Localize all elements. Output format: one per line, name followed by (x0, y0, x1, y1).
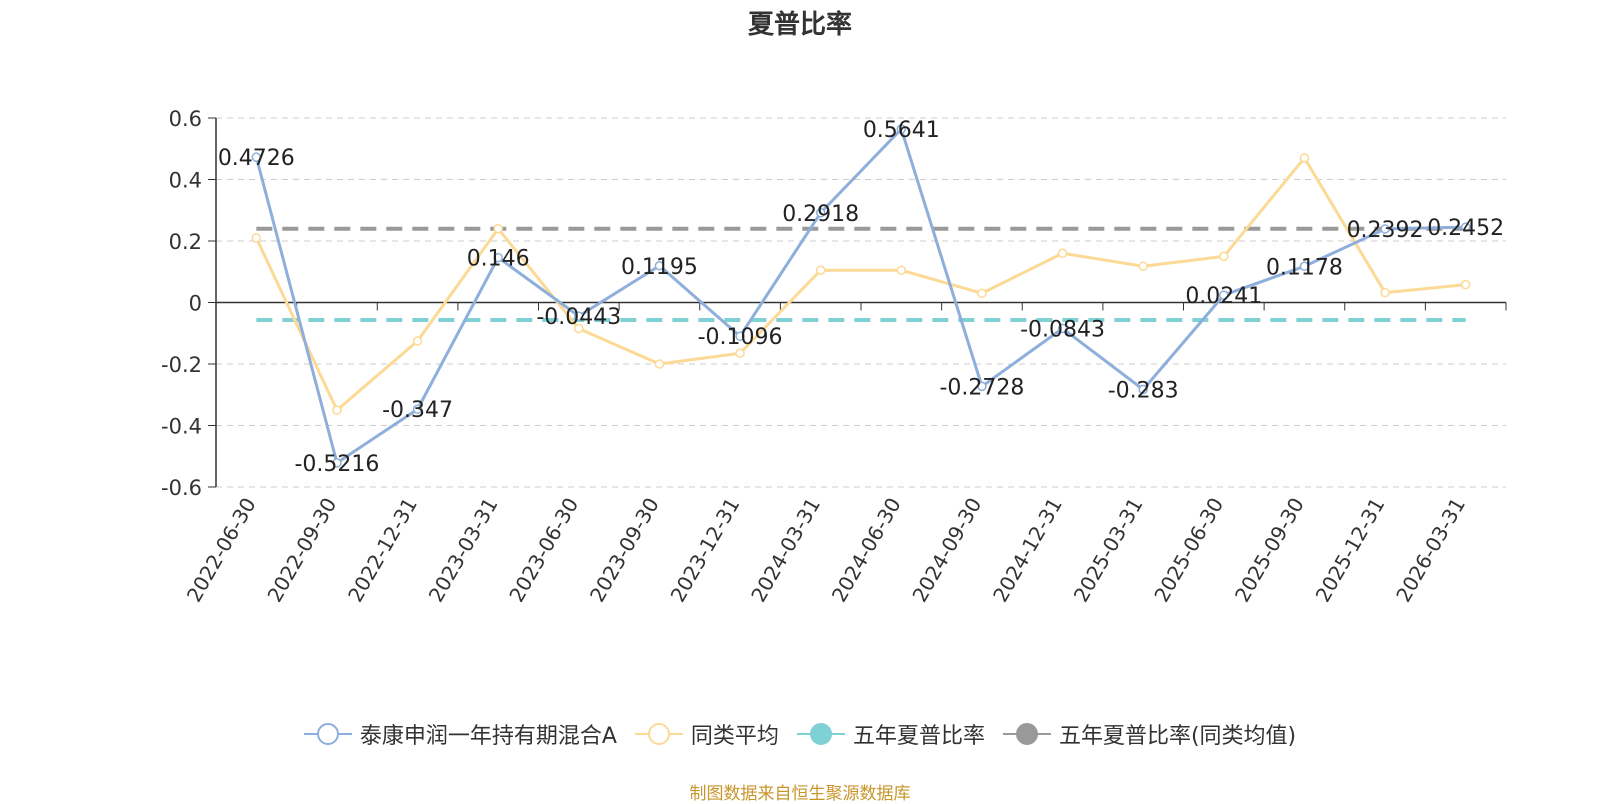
filled-circle-icon (796, 723, 845, 745)
data-label: -0.5216 (294, 452, 379, 477)
legend-item-0[interactable]: 泰康申润一年持有期混合A (303, 718, 617, 750)
y-tick-label: 0 (189, 292, 202, 316)
legend: 泰康申润一年持有期混合A 同类平均 五年夏普比率 五年夏普比率(同类均值) (0, 718, 1600, 750)
x-tick-label: 2024-09-30 (907, 494, 986, 607)
data-point (654, 359, 665, 369)
data-point (1057, 248, 1068, 259)
data-label: 0.146 (467, 247, 530, 272)
data-label: 0.2918 (782, 202, 859, 227)
x-tick-label: 2024-06-30 (827, 494, 906, 607)
y-tick-label: -0.2 (161, 353, 202, 377)
data-point (251, 152, 262, 162)
x-tick-label: 2024-12-31 (988, 494, 1067, 607)
data-point (1219, 251, 1229, 262)
x-tick-label: 2023-12-31 (665, 494, 744, 607)
data-label: 0.1178 (1266, 255, 1343, 280)
data-label: -0.347 (382, 398, 453, 423)
x-tick-label: 2025-09-30 (1230, 494, 1309, 607)
y-tick-label: 0.4 (169, 169, 202, 193)
data-point (1299, 153, 1310, 163)
data-point (896, 124, 907, 134)
legend-item-1[interactable]: 同类平均 (634, 718, 779, 750)
data-label: -0.0443 (536, 305, 621, 330)
x-tick-label: 2025-12-31 (1310, 494, 1389, 607)
chart-title: 夏普比率 (747, 10, 852, 40)
series-line-1 (254, 156, 1466, 412)
data-point (332, 458, 342, 468)
x-tick-label: 2024-03-31 (746, 494, 825, 607)
series-line-0 (254, 127, 1466, 465)
data-label: -0.0843 (1020, 317, 1105, 342)
y-tick-label: -0.4 (161, 415, 202, 439)
data-point (332, 405, 342, 415)
data-point (735, 348, 745, 358)
data-label: 0.2452 (1427, 216, 1504, 241)
data-point (1138, 384, 1148, 395)
data-point (412, 404, 423, 414)
data-point (735, 331, 745, 341)
y-tick-label: 0.2 (169, 230, 202, 254)
legend-label: 同类平均 (690, 724, 779, 749)
data-point (896, 265, 907, 275)
x-tick-label: 2022-12-31 (343, 494, 422, 607)
data-point (654, 261, 665, 271)
data-point (815, 208, 826, 218)
x-tick-label: 2025-06-30 (1149, 494, 1228, 607)
data-point (1138, 261, 1148, 271)
data-label: 0.4726 (218, 146, 295, 171)
data-point (1460, 279, 1471, 290)
x-tick-label: 2022-09-30 (262, 494, 341, 607)
data-label: 0.1195 (621, 255, 698, 280)
hollow-circle-icon (634, 723, 683, 745)
data-label: 0.0241 (1185, 284, 1262, 309)
x-tick-label: 2026-03-31 (1391, 494, 1470, 607)
filled-circle-icon (1002, 723, 1051, 745)
data-point (574, 323, 584, 334)
x-tick-label: 2023-09-30 (585, 494, 664, 607)
data-label: -0.2728 (939, 375, 1024, 400)
hollow-circle-icon (303, 723, 352, 745)
legend-item-3[interactable]: 五年夏普比率(同类均值) (1002, 718, 1297, 750)
data-point (574, 311, 584, 321)
legend-label: 泰康申润一年持有期混合A (359, 724, 617, 749)
y-tick-label: -0.6 (161, 476, 202, 500)
data-point (1219, 290, 1229, 300)
data-label: -0.1096 (698, 325, 783, 350)
data-point (1380, 287, 1390, 298)
legend-label: 五年夏普比率(同类均值) (1058, 724, 1297, 749)
legend-item-2[interactable]: 五年夏普比率 (796, 718, 985, 750)
data-point (412, 336, 423, 346)
legend-label: 五年夏普比率 (852, 724, 985, 749)
data-point (1380, 224, 1390, 234)
data-point (977, 288, 987, 299)
data-point (1460, 222, 1471, 232)
data-label: 0.2392 (1347, 218, 1424, 243)
data-point (493, 223, 503, 234)
data-point (1057, 323, 1068, 334)
y-tick-label: 0.6 (169, 107, 202, 131)
x-tick-label: 2025-03-31 (1069, 494, 1148, 607)
x-tick-label: 2023-06-30 (504, 494, 583, 607)
data-label: -0.283 (1108, 379, 1179, 404)
data-label: 0.5641 (863, 118, 940, 143)
data-point (815, 265, 826, 275)
x-tick-label: 2023-03-31 (424, 494, 503, 607)
x-tick-label: 2022-06-30 (182, 494, 261, 607)
data-point (977, 381, 987, 392)
data-point (493, 252, 503, 263)
data-point (251, 233, 262, 243)
data-point (1299, 261, 1310, 272)
source-note: 制图数据来自恒生聚源数据库 (689, 784, 911, 804)
